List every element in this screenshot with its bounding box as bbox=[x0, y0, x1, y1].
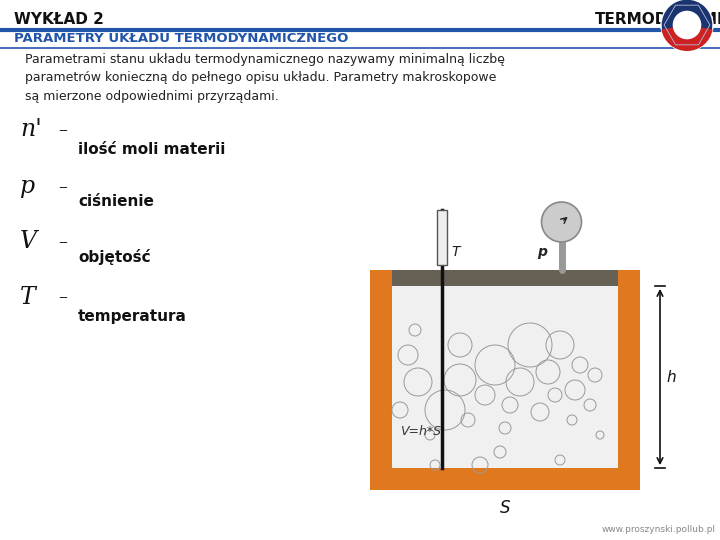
Circle shape bbox=[541, 202, 582, 242]
Text: objętość: objętość bbox=[78, 249, 150, 265]
Text: WYKŁAD 2: WYKŁAD 2 bbox=[14, 12, 104, 27]
Text: TERMODYNAMIKA: TERMODYNAMIKA bbox=[595, 12, 720, 27]
Wedge shape bbox=[662, 25, 713, 51]
Text: –: – bbox=[58, 121, 67, 139]
Bar bbox=[618, 270, 640, 490]
Text: T: T bbox=[451, 245, 460, 259]
Circle shape bbox=[661, 0, 713, 51]
Text: ciśnienie: ciśnienie bbox=[78, 194, 154, 210]
Text: S: S bbox=[500, 499, 510, 517]
Bar bbox=[370, 468, 640, 490]
Text: –: – bbox=[58, 233, 67, 251]
Text: ilość moli materii: ilość moli materii bbox=[78, 143, 225, 158]
Text: temperatura: temperatura bbox=[78, 309, 187, 325]
Text: www.proszynski.pollub.pl: www.proszynski.pollub.pl bbox=[602, 525, 716, 534]
Text: Parametrami stanu układu termodynamicznego nazywamy minimalną liczbę
parametrów : Parametrami stanu układu termodynamiczne… bbox=[25, 53, 505, 103]
Text: PARAMETRY UKŁADU TERMODYNAMICZNEGO: PARAMETRY UKŁADU TERMODYNAMICZNEGO bbox=[14, 32, 348, 45]
Text: h: h bbox=[666, 369, 675, 384]
Text: p: p bbox=[538, 245, 547, 259]
Bar bbox=[370, 270, 392, 490]
Circle shape bbox=[672, 11, 701, 39]
Text: p: p bbox=[20, 176, 35, 199]
Bar bbox=[392, 270, 618, 286]
Text: V: V bbox=[20, 231, 37, 253]
Text: V=h*S: V=h*S bbox=[400, 425, 441, 438]
Text: T: T bbox=[20, 286, 36, 308]
Text: n': n' bbox=[20, 118, 42, 141]
Text: –: – bbox=[58, 178, 67, 196]
Bar bbox=[437, 210, 446, 265]
Text: –: – bbox=[58, 288, 67, 306]
Bar bbox=[392, 270, 618, 468]
